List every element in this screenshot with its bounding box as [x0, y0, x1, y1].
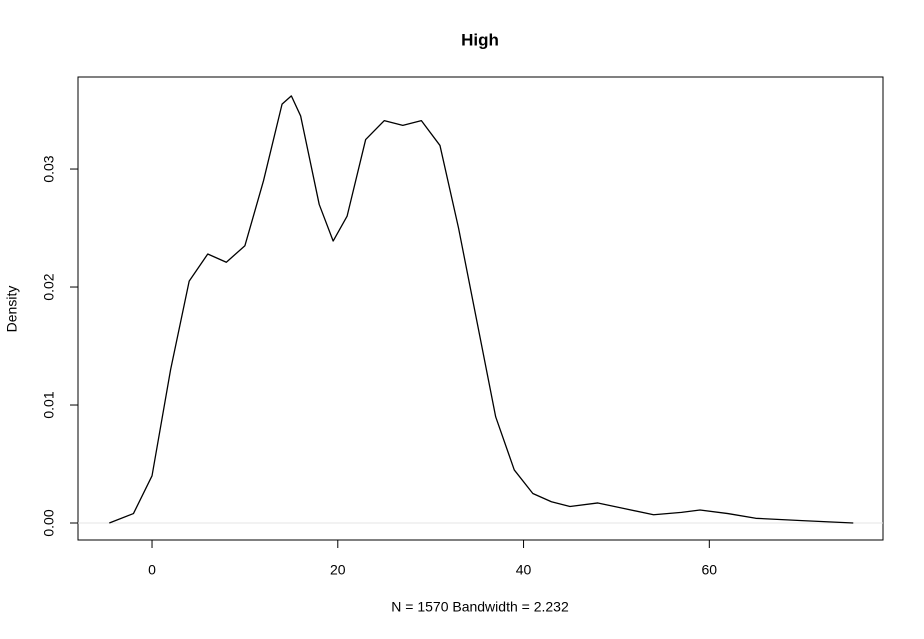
- x-tick-label: 0: [148, 562, 156, 578]
- density-line: [109, 95, 854, 524]
- x-tick-label: 60: [702, 562, 718, 578]
- x-axis-label: N = 1570 Bandwidth = 2.232: [391, 599, 569, 615]
- y-tick-label: 0.02: [41, 273, 57, 300]
- y-tick-label: 0.03: [41, 155, 57, 182]
- x-tick-label: 40: [516, 562, 532, 578]
- x-tick-label: 20: [330, 562, 346, 578]
- chart-title: High: [461, 30, 499, 49]
- plot-frame: [77, 76, 884, 541]
- y-axis-label: Density: [4, 286, 20, 333]
- y-tick-label: 0.01: [41, 391, 57, 418]
- y-tick-label: 0.00: [41, 509, 57, 536]
